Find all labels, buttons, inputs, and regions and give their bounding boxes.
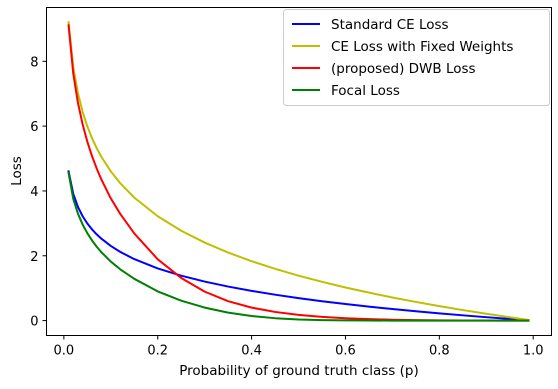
x-tick-label: 0.8	[429, 344, 450, 359]
series-line-2	[67, 20, 530, 322]
plot-area-frame	[46, 7, 552, 336]
x-axis-label: Probability of ground truth class (p)	[179, 363, 418, 379]
y-tick-label: 8	[30, 55, 38, 70]
x-tick-label: 0.4	[241, 344, 262, 359]
plot-lines	[67, 20, 530, 322]
y-axis-ticks: 0 2 4 6 8	[30, 55, 47, 330]
legend-label-2: CE Loss with Fixed Weights	[331, 39, 513, 55]
legend-label-1: Standard CE Loss	[331, 17, 449, 33]
series-line-1	[67, 170, 530, 322]
legend: Standard CE Loss CE Loss with Fixed Weigh…	[283, 9, 550, 106]
y-tick-label: 2	[30, 250, 38, 265]
y-tick-label: 0	[30, 315, 38, 330]
legend-label-3: (proposed) DWB Loss	[331, 61, 476, 77]
legend-label-4: Focal Loss	[331, 83, 400, 99]
y-tick-label: 4	[30, 185, 38, 200]
y-axis-label: Loss	[9, 156, 25, 186]
x-axis-ticks: 0.0 0.2 0.4 0.6 0.8 1.0	[54, 335, 544, 359]
x-tick-label: 0.2	[147, 344, 168, 359]
legend-box	[283, 9, 550, 106]
x-tick-label: 1.0	[523, 344, 544, 359]
x-axis-label-text: Probability of ground truth class (p)	[179, 363, 418, 379]
series-line-4	[67, 171, 530, 322]
y-tick-label: 6	[30, 120, 38, 135]
x-tick-label: 0.0	[54, 344, 75, 359]
x-tick-label: 0.6	[335, 344, 356, 359]
